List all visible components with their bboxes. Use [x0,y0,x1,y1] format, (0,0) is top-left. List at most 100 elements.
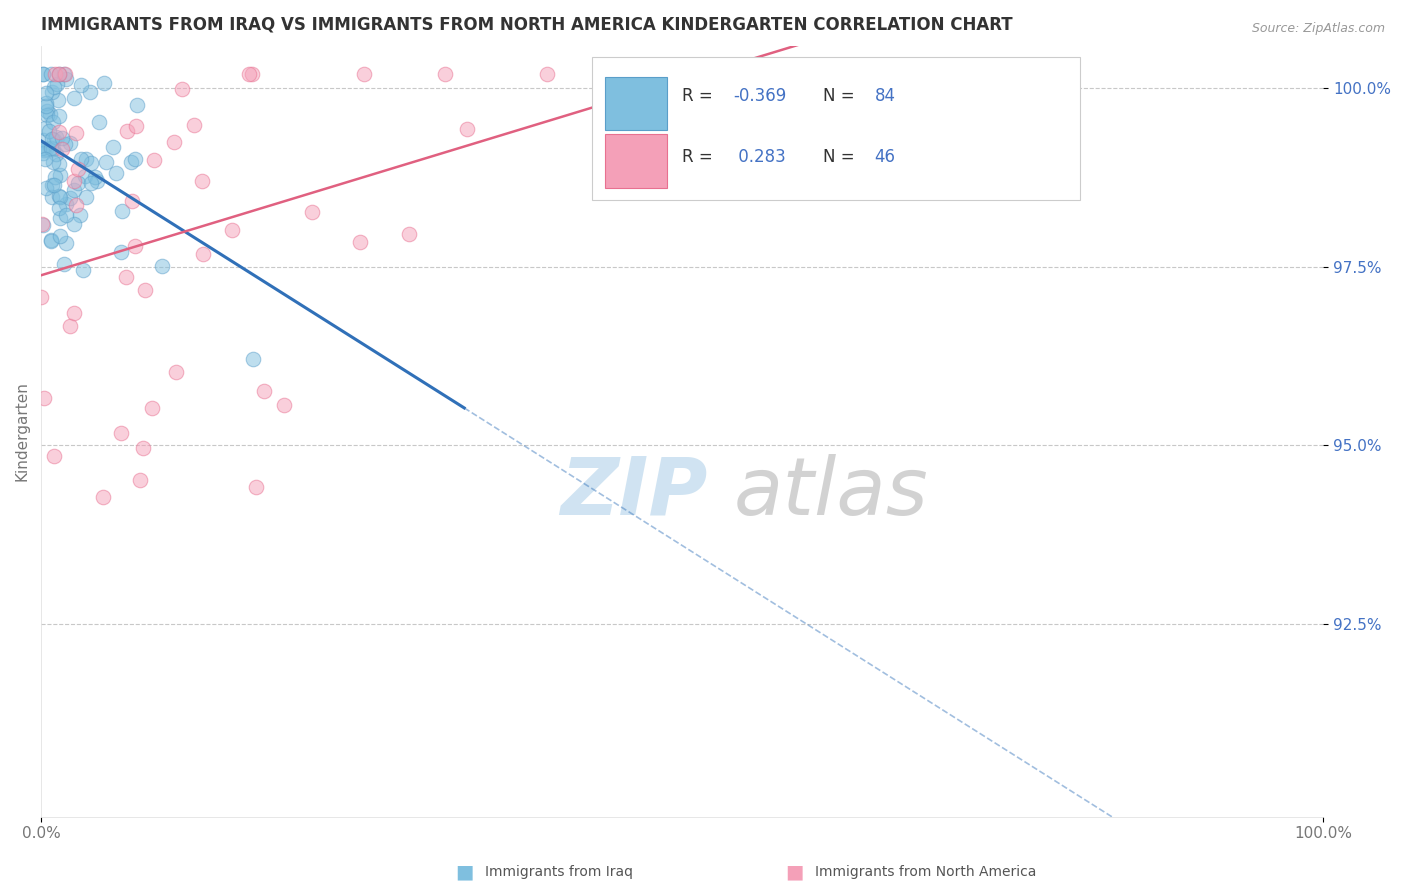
Point [105,167,128,181]
Point [51,131,73,145]
Point [111,204,134,219]
Point [69,78,91,93]
Point [41,190,63,204]
Point [124,239,146,253]
Point [125,120,148,134]
Point [42,142,65,156]
Y-axis label: Kindergarten: Kindergarten [15,381,30,481]
Text: 0.283: 0.283 [734,148,786,167]
FancyBboxPatch shape [605,77,666,130]
Point [48,201,70,215]
Point [75,153,97,167]
Point [84,170,107,185]
Point [240,67,263,81]
Point [44,67,66,81]
Text: ■: ■ [785,863,804,882]
Point [35,86,58,100]
Text: 46: 46 [875,148,896,167]
Point [55,208,77,222]
Point [39,107,62,121]
Point [63,306,86,320]
FancyBboxPatch shape [605,135,666,188]
Point [80,156,103,170]
Point [35,99,58,113]
Point [39,67,62,81]
Point [433,67,456,81]
Point [42,178,65,193]
Point [53,137,76,152]
Point [65,126,87,140]
Text: Immigrants from Iraq: Immigrants from Iraq [485,865,633,880]
Point [245,480,267,494]
Point [79,176,101,190]
Point [75,190,97,204]
Point [63,91,86,105]
Point [242,352,264,367]
Point [32,143,55,157]
Point [42,155,65,169]
Point [34,181,56,195]
Point [115,124,138,138]
Point [66,162,89,177]
Point [31,218,53,232]
Point [42,80,65,95]
Point [41,131,63,145]
Point [94,155,117,169]
Point [128,473,150,487]
Point [55,197,77,211]
Point [162,135,184,149]
Point [35,107,58,121]
Point [70,152,93,166]
Point [31,145,53,160]
Point [63,174,86,188]
Point [63,183,86,197]
Point [52,257,75,271]
Point [62,217,84,231]
Point [124,153,146,167]
Point [121,194,143,209]
Point [456,122,478,136]
Point [49,211,72,226]
Point [183,119,205,133]
Point [55,235,77,250]
Point [93,76,115,90]
Point [48,189,70,203]
Point [32,391,55,405]
Point [32,67,55,81]
Point [398,227,420,241]
Point [134,283,156,297]
Point [32,133,55,147]
Point [48,67,70,81]
Point [42,133,65,147]
Point [67,176,90,190]
FancyBboxPatch shape [592,57,1080,200]
Point [49,190,72,204]
Point [91,490,114,504]
Point [53,67,76,81]
Point [31,141,53,155]
Point [48,125,70,139]
Text: ■: ■ [454,863,474,882]
Point [37,104,59,119]
Point [132,441,155,455]
Text: R =: R = [682,148,718,167]
Point [55,67,77,81]
Text: R =: R = [682,87,718,104]
Point [31,217,53,231]
Point [86,174,108,188]
Point [253,384,276,398]
Point [120,154,142,169]
Point [536,67,558,81]
Text: Source: ZipAtlas.com: Source: ZipAtlas.com [1251,22,1385,36]
Point [32,67,55,81]
Point [45,77,67,91]
Point [142,153,165,168]
Text: atlas: atlas [734,454,928,532]
Point [51,143,73,157]
Point [48,67,70,81]
Text: N =: N = [824,148,860,167]
Point [38,124,60,138]
Point [45,130,67,145]
Point [170,82,193,96]
Point [273,399,295,413]
